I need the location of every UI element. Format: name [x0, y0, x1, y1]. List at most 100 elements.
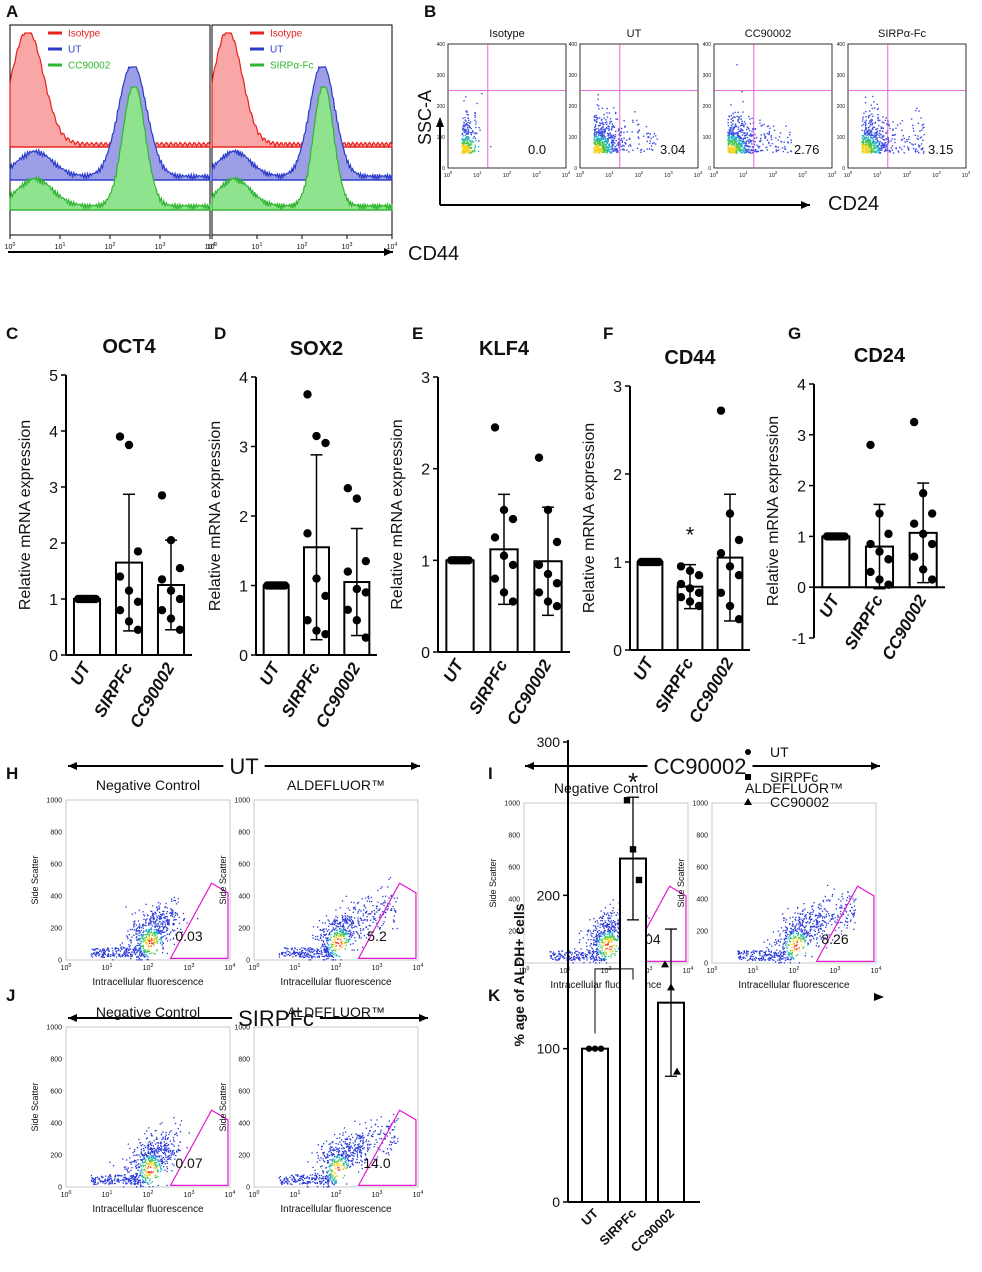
cell-dot: [149, 919, 152, 921]
cell-dot: [899, 146, 901, 149]
cell-dot: [143, 949, 145, 951]
x-tick-label: SIRPFc: [465, 656, 511, 718]
cell-dot: [901, 148, 903, 150]
cell-dot: [863, 130, 866, 133]
cell-dot: [617, 130, 619, 132]
cell-dot: [335, 929, 337, 931]
cell-dot: [155, 923, 157, 925]
cell-dot: [596, 941, 598, 943]
cell-dot: [568, 950, 570, 952]
cell-dot: [758, 957, 760, 960]
cell-dot: [618, 133, 621, 135]
cell-dot: [868, 132, 871, 135]
data-point: [725, 509, 735, 518]
cell-dot: [832, 914, 834, 916]
cell-dot: [808, 922, 810, 924]
cell-dot: [349, 929, 351, 931]
cell-dot: [771, 956, 773, 958]
cell-dot: [878, 132, 880, 134]
cell-dot: [156, 931, 158, 934]
cell-dot: [614, 142, 616, 144]
cell-dot: [614, 948, 616, 950]
cell-dot: [895, 148, 897, 150]
cell-dot: [783, 962, 785, 964]
cell-dot: [610, 134, 612, 136]
x-tick-label: 100: [61, 963, 72, 972]
cell-dot: [737, 134, 739, 136]
cell-dot: [346, 940, 348, 942]
cell-dot: [606, 132, 609, 135]
data-point: [734, 615, 744, 624]
cell-dot: [326, 946, 328, 948]
cell-dot: [329, 938, 331, 940]
cell-dot: [303, 956, 305, 958]
cell-dot: [803, 937, 805, 939]
cell-dot: [166, 916, 168, 918]
cell-dot: [604, 925, 606, 927]
y-tick-label: 800: [508, 833, 520, 840]
cell-dot: [282, 951, 284, 954]
cell-dot: [141, 952, 144, 954]
cell-dot: [563, 957, 566, 959]
cell-dot: [740, 151, 743, 154]
cell-dot: [779, 950, 781, 952]
cell-dot: [136, 956, 138, 958]
cell-dot: [610, 948, 612, 950]
data-point: [918, 489, 928, 498]
ut-histogram: [211, 65, 393, 181]
cell-dot: [603, 934, 605, 936]
cell-dot: [875, 128, 877, 131]
y-axis-label: Side Scatter: [218, 855, 228, 904]
cell-dot: [322, 944, 324, 946]
cell-dot: [158, 915, 160, 917]
cell-dot: [151, 920, 153, 923]
x-tick-label: 101: [605, 170, 614, 179]
cell-dot: [172, 911, 174, 913]
cell-dot: [139, 940, 141, 942]
cell-dot: [916, 150, 919, 152]
cell-dot: [362, 922, 364, 924]
cell-dot: [864, 129, 866, 132]
cell-dot: [285, 952, 287, 954]
cell-dot: [138, 930, 140, 932]
cell-dot: [172, 922, 174, 925]
cell-dot: [152, 915, 154, 917]
cell-dot: [596, 943, 598, 945]
cell-dot: [143, 914, 145, 916]
cell-dot: [737, 131, 740, 133]
data-point: [312, 431, 321, 441]
cell-dot: [164, 916, 166, 919]
cell-dot: [738, 142, 740, 144]
cell-dot: [606, 150, 608, 152]
cell-dot: [601, 947, 603, 949]
cell-dot: [562, 955, 565, 958]
cell-dot: [611, 135, 613, 137]
cell-dot: [790, 927, 792, 929]
cell-dot: [171, 898, 173, 900]
x-tick-label: 101: [102, 963, 113, 972]
cell-dot: [730, 127, 732, 129]
cell-dot: [868, 140, 870, 142]
data-point: [124, 617, 134, 626]
cell-dot: [606, 123, 608, 126]
cell-dot: [595, 934, 598, 937]
x-axis-label: CD44: [408, 243, 459, 265]
cell-dot: [604, 148, 607, 150]
cell-dot: [328, 934, 330, 936]
cell-dot: [586, 945, 588, 947]
cell-dot: [838, 916, 840, 918]
cell-dot: [164, 935, 166, 937]
cell-dot: [140, 959, 142, 961]
cell-dot: [598, 129, 600, 132]
cell-dot: [118, 953, 121, 955]
cell-dot: [349, 917, 351, 919]
cell-dot: [378, 909, 380, 911]
cell-dot: [814, 915, 816, 917]
cell-dot: [754, 141, 756, 143]
cell-dot: [881, 147, 883, 149]
cell-dot: [778, 149, 780, 151]
bar: [445, 559, 475, 653]
cell-dot: [770, 950, 772, 952]
cell-dot: [731, 133, 733, 136]
cell-dot: [325, 949, 327, 951]
